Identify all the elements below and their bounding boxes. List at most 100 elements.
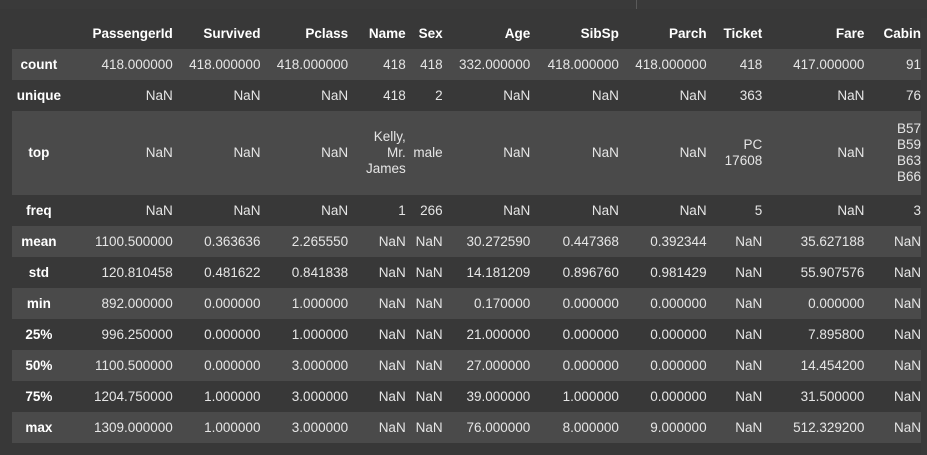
table-cell: 5 bbox=[754, 202, 763, 218]
column-header-passengerid: PassengerId bbox=[65, 18, 179, 49]
table-cell: NaN bbox=[503, 202, 531, 218]
table-cell: 0.000000 bbox=[204, 357, 261, 373]
table-cell: 0.896760 bbox=[562, 264, 619, 280]
table-cell: 3.000000 bbox=[291, 388, 349, 404]
table-cell: 0.000000 bbox=[562, 295, 619, 311]
row-index-label: top bbox=[28, 145, 50, 160]
table-cell: 1.000000 bbox=[204, 419, 261, 435]
table-cell: NaN bbox=[893, 419, 921, 435]
table-cell: 31.500000 bbox=[800, 388, 865, 404]
table-header-row: PassengerId Survived Pclass Name Sex Age… bbox=[12, 18, 927, 49]
table-cell: 1.000000 bbox=[204, 388, 261, 404]
table-row: max 1309.000000 1.000000 3.000000 NaN NaN 76.0… bbox=[12, 412, 927, 443]
table-cell: 418.000000 bbox=[635, 56, 707, 72]
table-row: std 120.810458 0.481622 0.841838 NaN NaN 14.18… bbox=[12, 257, 927, 288]
table-cell: NaN bbox=[893, 295, 921, 311]
table-row: count 418.000000 418.000000 418.000000 418 41… bbox=[12, 49, 927, 80]
table-cell: NaN bbox=[893, 357, 921, 373]
table-cell: 0.000000 bbox=[562, 326, 619, 342]
table-cell: 0.392344 bbox=[650, 233, 707, 249]
table-cell: NaN bbox=[679, 145, 707, 160]
table-cell: 892.000000 bbox=[101, 295, 173, 311]
table-cell: 0.000000 bbox=[808, 295, 865, 311]
table-cell: NaN bbox=[233, 87, 261, 103]
table-cell: 1309.000000 bbox=[93, 419, 173, 435]
table-row: freq NaN NaN NaN 1 266 NaN NaN NaN 5 NaN 3 bbox=[12, 195, 927, 226]
table-cell: Kelly, Mr. James bbox=[365, 129, 406, 176]
table-cell: 0.000000 bbox=[562, 357, 619, 373]
table-cell: NaN bbox=[591, 202, 619, 218]
table-cell: 30.272590 bbox=[466, 233, 531, 249]
row-index-label: 25% bbox=[25, 326, 53, 342]
table-row: 25% 996.250000 0.000000 1.000000 NaN NaN 21.00… bbox=[12, 319, 927, 350]
table-cell: 418.000000 bbox=[547, 56, 619, 72]
scrollbar-track[interactable] bbox=[921, 18, 927, 455]
table-cell: 1.000000 bbox=[291, 326, 349, 342]
table-cell: 0.481622 bbox=[204, 264, 261, 280]
table-cell: NaN bbox=[415, 264, 443, 280]
table-cell: NaN bbox=[321, 87, 349, 103]
table-cell: NaN bbox=[321, 202, 349, 218]
table-cell: 418 bbox=[420, 56, 443, 72]
table-cell: 1100.500000 bbox=[94, 357, 173, 373]
table-cell: NaN bbox=[145, 145, 173, 160]
row-index-label: mean bbox=[21, 233, 57, 249]
table-cell: NaN bbox=[893, 326, 921, 342]
table-cell: 76 bbox=[905, 87, 921, 103]
table-cell: NaN bbox=[415, 326, 443, 342]
table-cell: NaN bbox=[415, 357, 443, 373]
table-cell: 417.000000 bbox=[793, 56, 865, 72]
table-cell: male bbox=[413, 145, 443, 160]
table-cell: 418 bbox=[383, 56, 406, 72]
table-cell: NaN bbox=[837, 145, 865, 160]
table-cell: NaN bbox=[735, 264, 763, 280]
table-row: 75% 1204.750000 1.000000 3.000000 NaN NaN 39.0… bbox=[12, 381, 927, 412]
table-cell: NaN bbox=[503, 87, 531, 103]
dataframe-describe-table: PassengerId Survived Pclass Name Sex Age… bbox=[12, 18, 927, 443]
table-row: 50% 1100.500000 0.000000 3.000000 NaN NaN 27.0… bbox=[12, 350, 927, 381]
table-cell: 996.250000 bbox=[101, 326, 173, 342]
table-cell: NaN bbox=[735, 233, 763, 249]
table-cell: NaN bbox=[378, 419, 406, 435]
table-cell: NaN bbox=[679, 202, 707, 218]
table-cell: NaN bbox=[735, 419, 763, 435]
table-cell: 8.000000 bbox=[562, 419, 619, 435]
table-cell: PC 17608 bbox=[724, 137, 763, 168]
row-index-label: max bbox=[25, 419, 53, 435]
table-cell: NaN bbox=[378, 233, 406, 249]
table-row: top NaN NaN NaN Kelly, Mr. James male NaN NaN Na… bbox=[12, 111, 927, 195]
table-row: min 892.000000 0.000000 1.000000 NaN NaN 0.170… bbox=[12, 288, 927, 319]
table-cell: 512.329200 bbox=[793, 419, 865, 435]
table-cell: 418 bbox=[383, 87, 406, 103]
row-index-label: min bbox=[26, 295, 51, 311]
table-cell: NaN bbox=[415, 388, 443, 404]
column-header-cabin: Cabin bbox=[870, 18, 927, 49]
table-cell: 1100.500000 bbox=[94, 233, 173, 249]
column-header-parch: Parch bbox=[624, 18, 713, 49]
table-cell: 91 bbox=[905, 56, 921, 72]
table-cell: 1.000000 bbox=[291, 295, 349, 311]
table-cell: 0.170000 bbox=[473, 295, 531, 311]
row-index-label: 75% bbox=[25, 388, 53, 404]
table-cell: 418.000000 bbox=[101, 56, 173, 72]
table-cell: NaN bbox=[415, 419, 443, 435]
table-cell: 418 bbox=[739, 56, 763, 72]
cell-top-border bbox=[0, 0, 927, 9]
table-cell: 55.907576 bbox=[800, 264, 865, 280]
table-cell: 0.000000 bbox=[650, 295, 707, 311]
table-cell: NaN bbox=[378, 357, 406, 373]
table-cell: 120.810458 bbox=[101, 264, 173, 280]
column-header-name: Name bbox=[354, 18, 412, 49]
index-header bbox=[12, 18, 66, 49]
table-cell: NaN bbox=[735, 326, 763, 342]
column-header-survived: Survived bbox=[178, 18, 267, 49]
table-cell: NaN bbox=[321, 145, 349, 160]
table-cell: 1204.750000 bbox=[93, 388, 173, 404]
table-cell: NaN bbox=[378, 388, 406, 404]
table-cell: 0.981429 bbox=[650, 264, 707, 280]
column-header-sibsp: SibSp bbox=[536, 18, 625, 49]
table-cell: 0.447368 bbox=[562, 233, 619, 249]
table-cell: NaN bbox=[145, 87, 173, 103]
table-cell: 2.265550 bbox=[291, 233, 349, 249]
table-cell: 7.895800 bbox=[808, 326, 865, 342]
